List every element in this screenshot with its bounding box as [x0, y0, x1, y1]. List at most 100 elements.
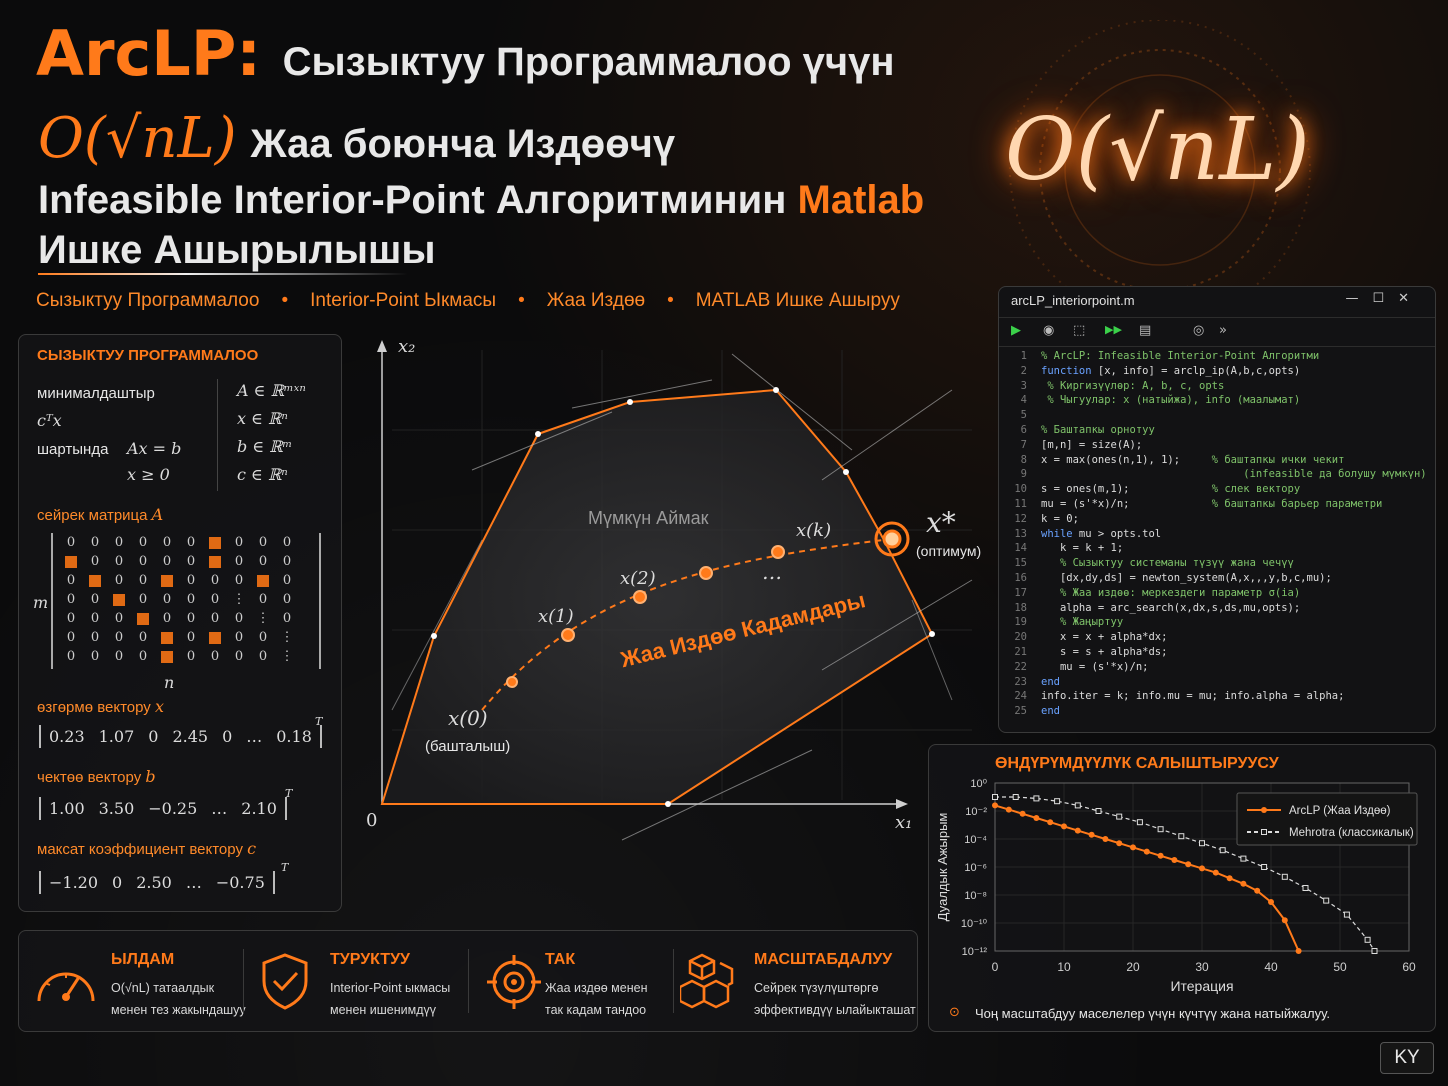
- optimum-note: (оптимум): [916, 543, 982, 559]
- check-circle-icon: ⊙: [949, 1005, 960, 1020]
- matrix-cell: 0: [114, 630, 124, 645]
- code-line[interactable]: 10 s = ones(m,1); % слек вектору: [999, 482, 1427, 497]
- matrix-cell: 0: [282, 611, 292, 626]
- window-controls[interactable]: —☐✕: [1345, 291, 1423, 306]
- x-transpose: T: [315, 715, 323, 728]
- section-icon[interactable]: ▤: [1139, 323, 1152, 338]
- maximize-icon[interactable]: ☐: [1372, 291, 1399, 306]
- matrix-cell: ⋮: [280, 649, 294, 664]
- close-icon[interactable]: ✕: [1398, 291, 1423, 306]
- code-line[interactable]: 3 % Киргизүүлөр: A, b, c, opts: [999, 379, 1427, 394]
- debug-icon[interactable]: ◉: [1043, 323, 1055, 338]
- matrix-cell: ⋮: [232, 592, 246, 607]
- matrix-cell: [155, 571, 179, 590]
- code-line[interactable]: 12 k = 0;: [999, 512, 1427, 527]
- title-line-3: Infeasible Interior-Point Алгоритминин M…: [38, 178, 924, 223]
- title-line-4: Ишке Ашырылышы: [38, 228, 436, 272]
- code-line[interactable]: 22 mu = (s'*x)/n;: [999, 660, 1427, 675]
- matrix-cell: [155, 628, 179, 647]
- data-point: [1033, 815, 1040, 821]
- code-line[interactable]: 6 % Баштапкы орнотуу: [999, 423, 1427, 438]
- code-rest: mu > opts.tol: [1072, 527, 1162, 540]
- code-line[interactable]: 2 function [x, info] = arclp_ip(A,b,c,opt…: [999, 364, 1427, 379]
- constraint-nonneg: x ≥ 0: [127, 465, 170, 484]
- code-line[interactable]: 24 info.iter = k; info.mu = mu; info.alph…: [999, 689, 1427, 704]
- code-line[interactable]: 13 while mu > opts.tol: [999, 527, 1427, 542]
- editor-filename-tab[interactable]: arcLP_interiorpoint.m: [1011, 293, 1135, 308]
- matrix-cell: [203, 628, 227, 647]
- optimum-label: x*: [926, 506, 956, 539]
- iterate-point: [699, 566, 713, 580]
- line-number: 1: [1020, 350, 1027, 362]
- minimize-icon[interactable]: —: [1345, 291, 1373, 306]
- code-line[interactable]: 19 % Жаңыртуу: [999, 615, 1427, 630]
- matrix-cell: 0: [258, 630, 268, 645]
- matrix-cell: 0: [258, 592, 268, 607]
- code-text: % Киргизүүлөр: A, b, c, opts: [1041, 379, 1225, 392]
- code-line[interactable]: 14 k = k + 1;: [999, 541, 1427, 556]
- domain-b: b ∈ ℝᵐ: [237, 437, 293, 456]
- data-point: [1295, 948, 1302, 954]
- iterate-point: [771, 545, 785, 559]
- performance-footer: Чоң масштабдуу маселелер үчүн күчтүү жан…: [975, 1006, 1330, 1021]
- c-vector-label-text: максат коэффициент вектору: [37, 841, 243, 858]
- title-brand: ArcLP:: [36, 17, 262, 90]
- code-line[interactable]: 8 x = max(ones(n,1), 1); % баштапкы ички …: [999, 453, 1427, 468]
- data-point: [1171, 857, 1178, 863]
- x-tick-label: 20: [1126, 960, 1140, 974]
- code-area[interactable]: 1 % ArcLP: Infeasible Interior-Point Алго…: [999, 349, 1427, 719]
- code-line[interactable]: 15 % Сызыктуу системаны түзүү жана чечүү: [999, 556, 1427, 571]
- feature-title: МАСШТАБДАЛУУ: [754, 951, 893, 968]
- more-icon[interactable]: »: [1219, 323, 1227, 338]
- b-value: …: [211, 799, 228, 818]
- feature-text: Жаа издөө менен: [545, 981, 648, 995]
- y-tick-label: 10⁻⁸: [964, 890, 987, 902]
- x-tick-label: 10: [1057, 960, 1071, 974]
- data-point: [1281, 917, 1288, 924]
- code-line[interactable]: 11 mu = (s'*x)/n; % баштапкы барьер парам…: [999, 497, 1427, 512]
- matrix-cell: 0: [234, 554, 244, 569]
- code-line[interactable]: 20 x = x + alpha*dx;: [999, 630, 1427, 645]
- run-icon[interactable]: ▶: [1011, 323, 1021, 338]
- matrix-cell: 0: [234, 630, 244, 645]
- code-line[interactable]: 9 (infeasible да болушу мүмкүн): [999, 467, 1427, 482]
- x-tick-label: 60: [1402, 960, 1416, 974]
- code-line[interactable]: 5: [999, 408, 1427, 423]
- code-line[interactable]: 4 % Чыгуулар: x (натыйжа), info (маалыма…: [999, 393, 1427, 408]
- code-text: x = x + alpha*dx;: [1041, 631, 1168, 644]
- run-section-icon[interactable]: ▶▶: [1105, 323, 1122, 336]
- code-text: mu = (s'*x)/n;: [1041, 497, 1130, 510]
- matrix-cell: 0: [138, 554, 148, 569]
- nonzero-cell: [161, 650, 173, 663]
- title-underline: [38, 273, 408, 275]
- code-text: % ArcLP: Infeasible Interior-Point Алгор…: [1041, 350, 1320, 362]
- optimum-point: [882, 529, 902, 549]
- code-line[interactable]: 1 % ArcLP: Infeasible Interior-Point Алго…: [999, 349, 1427, 364]
- code-comment: % слек вектору: [1129, 483, 1301, 496]
- code-line[interactable]: 23 end: [999, 675, 1427, 690]
- matrix-cell: 0: [66, 592, 76, 607]
- features-bar: ЫЛДАМ O(√nL) татаалдык менен тез жакында…: [18, 930, 918, 1032]
- nonzero-cell: [89, 574, 101, 587]
- language-badge[interactable]: KY: [1380, 1042, 1434, 1074]
- matrix-cell: 0: [282, 554, 292, 569]
- matrix-cell: 0: [186, 630, 196, 645]
- legend-label: Mehrotra (классикалык): [1289, 827, 1414, 839]
- breakpoint-icon[interactable]: ◎: [1193, 323, 1205, 338]
- stop-icon[interactable]: ⬚: [1073, 323, 1086, 338]
- matrix-cell: 0: [90, 649, 100, 664]
- data-point: [1212, 869, 1219, 876]
- code-text: % Сызыктуу системаны түзүү жана чечүү: [1041, 557, 1294, 570]
- code-line[interactable]: 17 % Жаа издөө: меркездеги параметр σ(ia…: [999, 586, 1427, 601]
- legend-box: [1236, 792, 1418, 846]
- feature-text: Interior-Point ыкмасы: [330, 981, 451, 995]
- iterate-point: [633, 590, 647, 604]
- code-line[interactable]: 25 end: [999, 704, 1427, 719]
- matrix-m-label: m: [33, 593, 49, 612]
- code-line[interactable]: 21 s = s + alpha*ds;: [999, 645, 1427, 660]
- code-line[interactable]: 7 [m,n] = size(A);: [999, 438, 1427, 453]
- code-text: [m,n] = size(A);: [1041, 438, 1143, 451]
- code-line[interactable]: 16 [dx,dy,ds] = newton_system(A,x,,,y,b,…: [999, 571, 1427, 586]
- line-number: 13: [1014, 527, 1027, 540]
- code-line[interactable]: 18 alpha = arc_search(x,dx,s,ds,mu,opts)…: [999, 601, 1427, 616]
